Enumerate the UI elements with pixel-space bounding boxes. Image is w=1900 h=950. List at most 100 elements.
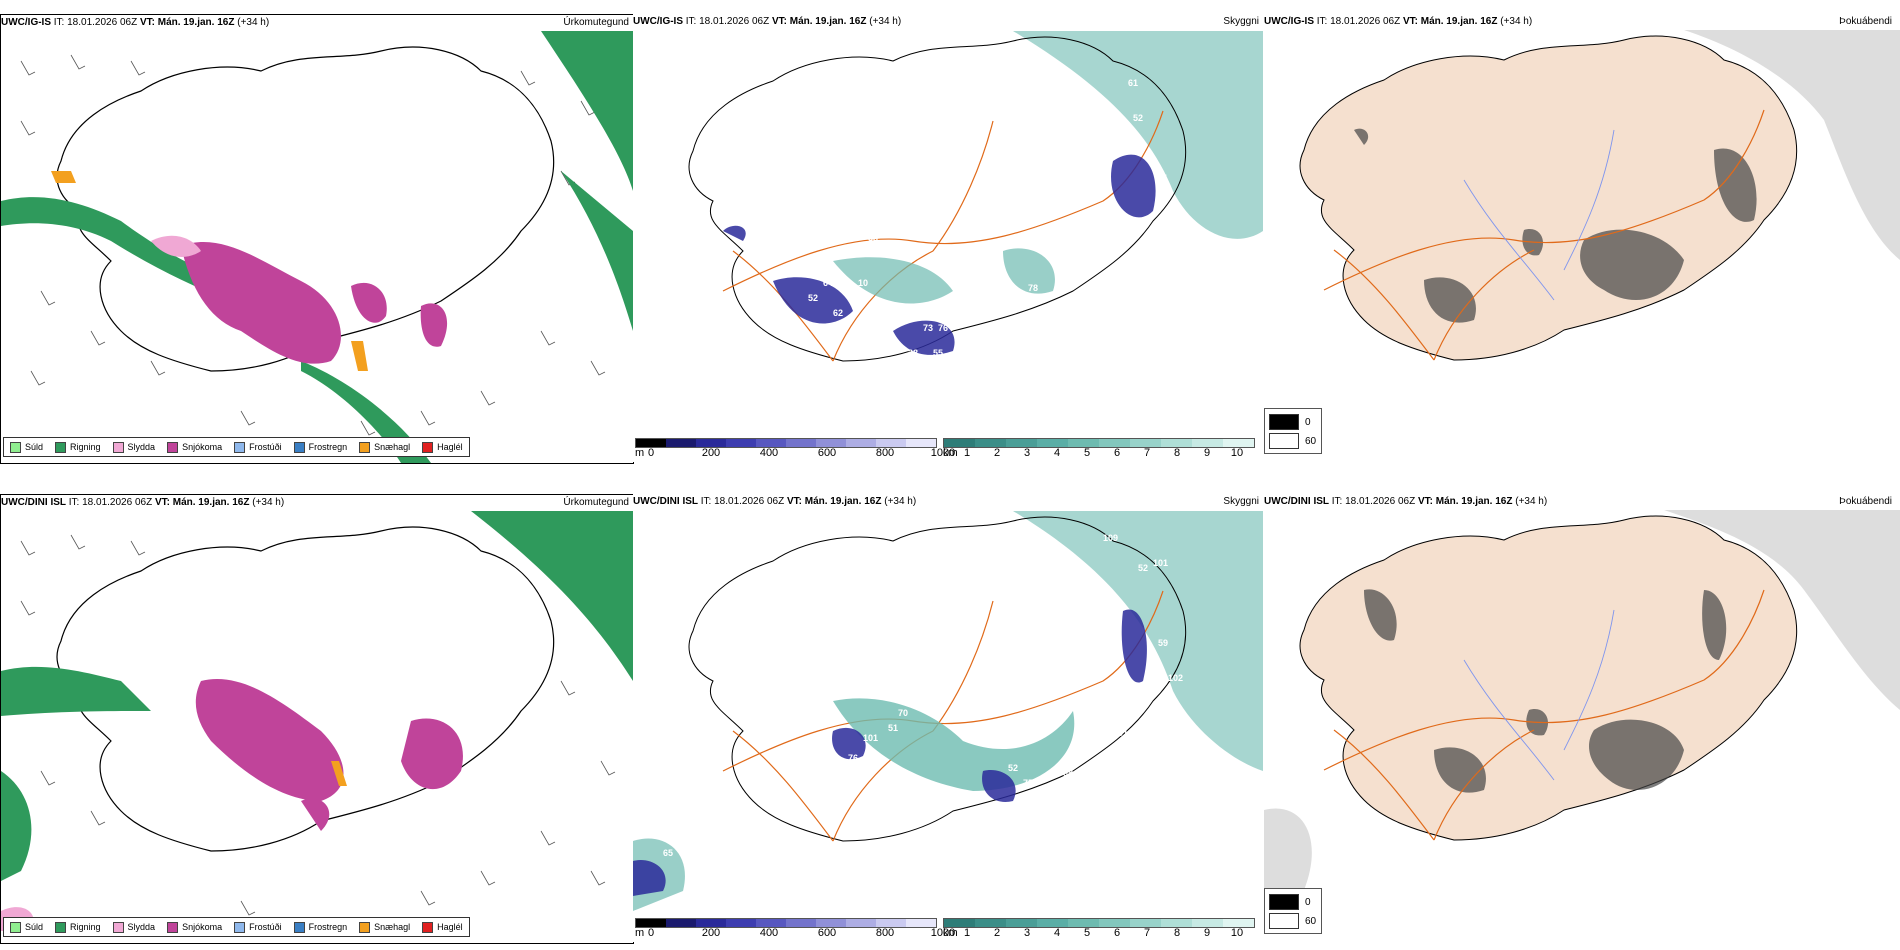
precip-panel-row2: UWC/DINI ISL IT: 18.01.2026 06Z VT: Mán.… [0,494,634,944]
low-vis-areas [723,154,1156,355]
vis-value-label: 75 [1023,778,1033,788]
swatch-freezing-rain [293,921,305,933]
iceland-land [1299,515,1798,841]
lead-time: (+34 h) [884,496,917,507]
swatch-snow [167,921,179,933]
panel-header: UWC/IG-IS IT: 18.01.2026 06Z VT: Mán. 19… [1264,14,1900,30]
green-band-west [1,666,151,881]
swatch-sleet [112,921,124,933]
vis-value-label: 59 [1158,638,1168,648]
vis-value-label: 62 [833,308,843,318]
swatch-drizzle [10,921,21,933]
model-label: UWC/DINI ISL [633,496,698,507]
colorbar-row1: m 0 200 400 600 800 1000 km 1 2 3 4 5 6 … [633,438,1263,459]
vt-label: VT: [786,496,802,507]
model-label: UWC/IG-IS [633,16,683,27]
lead-time: (+34 h) [1500,16,1533,27]
precip-legend: Súld Rigning Slydda Snjókoma Frostúði Fr… [3,437,470,457]
height-unit: m [635,927,645,939]
vis-value-label: 77 [948,233,958,243]
it-label: IT: [68,497,80,508]
vis-value-label: 97 [788,618,798,628]
legend-item: Snæhagl [359,441,410,453]
vt-label: VT: [1417,496,1433,507]
teal-patches [833,248,1055,304]
legend-item: Haglél [422,921,463,933]
wind-barbs [20,54,616,436]
fog-map-svg [1299,30,1900,361]
fog-legend: 0 60 [1264,408,1322,454]
vis-value-label: 132 [803,633,818,643]
legend-item: Súld [10,441,43,453]
vis-value-label: 76 [938,323,948,333]
panel-title-visibility: Skyggni [1223,496,1259,507]
swatch-sleet [112,441,124,453]
teal-patches [833,698,1075,791]
panel-title-visibility: Skyggni [1223,16,1259,27]
swatch-rain [55,921,67,933]
legend-item: Snæhagl [359,921,410,933]
vis-value-label: 101 [1153,558,1168,568]
legend-item: Súld [10,921,43,933]
vis-value-label: 61 [1128,78,1138,88]
it-label: IT: [700,496,712,507]
vis-value-label: 55 [933,348,943,358]
panel-header: UWC/IG-IS IT: 18.01.2026 06Z VT: Mán. 19… [633,14,1263,30]
green-band-ne [471,511,633,681]
vis-unit: km [943,447,958,459]
legend-item: Frostregn [293,441,347,453]
vis-teal-sea [1013,511,1263,771]
vis-value-label: 38 [693,223,703,233]
vis-value-label: 101 [1113,728,1128,738]
vis-value-label: 78 [1028,283,1038,293]
fog-sea-grey [1264,510,1900,910]
swatch-snow-pellets [359,921,371,933]
it-value: 18.01.2026 06Z [1330,16,1401,27]
sleet-area [151,235,201,257]
panel-header: UWC/DINI ISL IT: 18.01.2026 06Z VT: Mán.… [1,495,633,511]
lead-time: (+34 h) [1515,496,1548,507]
model-label: UWC/IG-IS [1,17,51,28]
fog-legend-high: 0 [1269,894,1311,910]
legend-item: Snjókoma [167,921,222,933]
swatch-freezing-drizzle [234,441,246,453]
vt-value: Mán. 19.jan. 16Z [157,17,235,28]
swatch-freezing-drizzle [234,921,246,933]
it-value: 18.01.2026 06Z [1345,496,1416,507]
swatch-rain [55,441,67,453]
vis-colorbar [943,438,1255,448]
panel-title-precip: Úrkomutegund [563,497,629,508]
swatch-hail [422,441,434,453]
model-label: UWC/IG-IS [1264,16,1314,27]
precip-legend: Súld Rigning Slydda Snjókoma Frostúði Fr… [3,917,470,937]
vis-value-label: 102 [1168,673,1183,683]
vis-ticks: 1 2 3 4 5 6 7 8 9 10 [963,447,1244,459]
vt-value: Mán. 19.jan. 16Z [789,16,867,27]
swatch-hail [422,921,434,933]
it-label: IT: [53,17,65,28]
precip-map [1,511,633,943]
visibility-panel-row1: UWC/IG-IS IT: 18.01.2026 06Z VT: Mán. 19… [633,14,1263,462]
vis-value-label: 52 [808,293,818,303]
vis-value-label: 58 [948,708,958,718]
panel-header: UWC/IG-IS IT: 18.01.2026 06Z VT: Mán. 19… [1,15,633,31]
vis-value-label: 53 [868,233,878,243]
it-value: 18.01.2026 06Z [82,497,153,508]
vt-value: Mán. 19.jan. 16Z [804,496,882,507]
vis-value-label: 90 [848,293,858,303]
height-unit: m [635,447,645,459]
rivers [1463,609,1615,781]
swatch-snow [167,441,179,453]
it-value: 18.01.2026 06Z [699,16,770,27]
fog-dark-areas [1354,128,1757,323]
legend-item: Frostregn [293,921,347,933]
vt-label: VT: [154,497,170,508]
panel-title-fog: Þokuábendi [1839,16,1892,27]
fog-legend: 0 60 [1264,888,1322,934]
legend-item: Rigning [55,441,101,453]
legend-item: Slydda [112,921,155,933]
vis-value-label: 70 [898,708,908,718]
fog-sea-grey [1684,30,1900,260]
fog-map-svg [1264,510,1900,910]
